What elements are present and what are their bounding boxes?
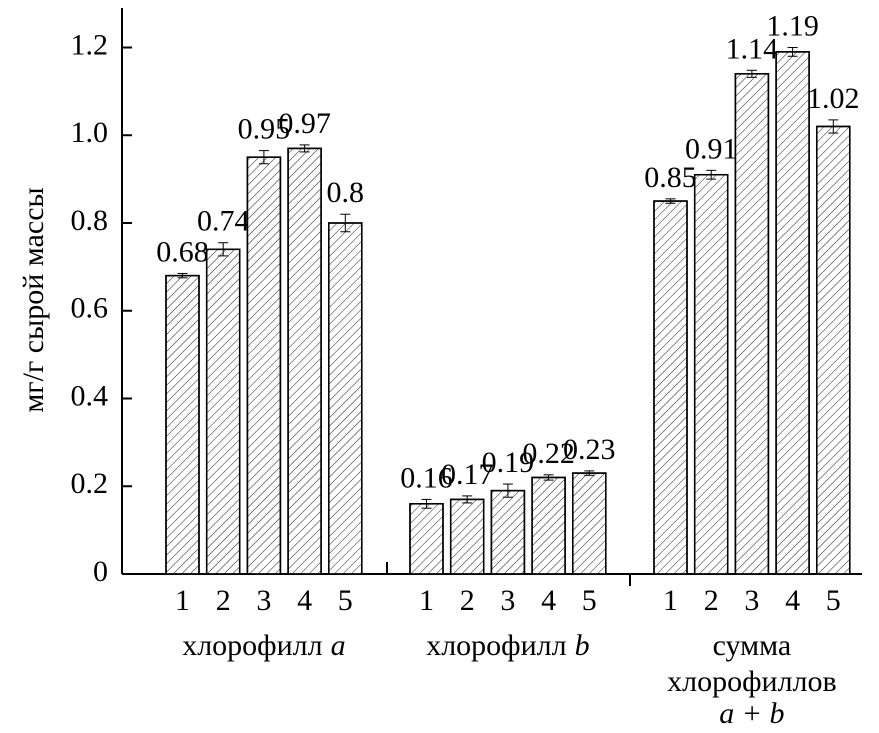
bar-hatch	[653, 200, 688, 575]
bar-hatch	[816, 125, 851, 575]
bar-hatch	[205, 248, 241, 575]
y-tick-label: 1.2	[71, 28, 109, 61]
data-label: 0.85	[644, 161, 697, 194]
x-tick-label: 1	[663, 584, 678, 617]
y-axis-label: мг/г сырой массы	[17, 187, 50, 412]
x-tick-label: 5	[826, 584, 841, 617]
data-label: 0.74	[197, 205, 250, 238]
bar-hatch	[246, 156, 282, 575]
group-label: хлорофилл a	[182, 629, 345, 662]
data-label: 0.22	[522, 437, 575, 470]
x-tick-label: 5	[338, 584, 353, 617]
x-tick-label: 2	[460, 584, 475, 617]
bar-hatch	[287, 147, 322, 575]
data-label: 0.16	[400, 461, 453, 494]
bar-hatch	[693, 173, 729, 575]
bar-hatch	[165, 274, 200, 575]
x-tick-label: 3	[500, 584, 515, 617]
data-label: 1.14	[726, 32, 779, 65]
group-label: хлорофиллов	[667, 665, 837, 698]
data-label: 0.19	[482, 446, 535, 479]
bar-hatch	[449, 498, 485, 575]
x-tick-label: 4	[297, 584, 312, 617]
y-tick-label: 0.8	[71, 204, 109, 237]
data-label: 0.17	[441, 458, 494, 491]
data-label: 0.23	[563, 433, 616, 466]
data-label: 0.97	[278, 107, 331, 140]
x-tick-label: 4	[785, 584, 800, 617]
bar-hatch	[328, 222, 363, 575]
y-tick-label: 0.2	[71, 467, 109, 500]
group-label: сумма	[713, 629, 792, 662]
x-tick-label: 1	[419, 584, 434, 617]
group-label-italic: a + b	[719, 697, 784, 730]
x-tick-label: 3	[744, 584, 759, 617]
group-label-text: хлорофилл	[426, 629, 566, 662]
bar-hatch	[734, 73, 770, 575]
y-tick-label: 0	[93, 555, 108, 588]
y-tick-label: 0.6	[71, 292, 109, 325]
data-label: 1.19	[766, 9, 819, 42]
bar-hatch	[490, 489, 526, 575]
data-label: 1.02	[807, 82, 860, 115]
x-tick-label: 1	[175, 584, 190, 617]
y-tick-label: 0.4	[71, 379, 109, 412]
x-tick-label: 4	[541, 584, 556, 617]
y-tick-label: 1.0	[71, 116, 109, 149]
bar-hatch	[572, 472, 607, 575]
group-label-text: хлорофилл	[182, 629, 322, 662]
x-tick-label: 2	[216, 584, 231, 617]
x-tick-label: 5	[582, 584, 597, 617]
bar-hatch	[531, 476, 566, 575]
group-label-italic: a	[331, 629, 346, 662]
x-tick-label: 3	[256, 584, 271, 617]
group-label: хлорофилл b	[426, 629, 589, 662]
data-label: 0.95	[238, 113, 291, 146]
group-label-italic: b	[575, 629, 590, 662]
bar-hatch	[775, 51, 810, 575]
x-tick-label: 2	[704, 584, 719, 617]
data-label: 0.91	[685, 132, 738, 165]
data-label: 0.68	[156, 235, 209, 268]
data-label: 0.8	[327, 176, 365, 209]
bar-hatch	[409, 503, 444, 575]
